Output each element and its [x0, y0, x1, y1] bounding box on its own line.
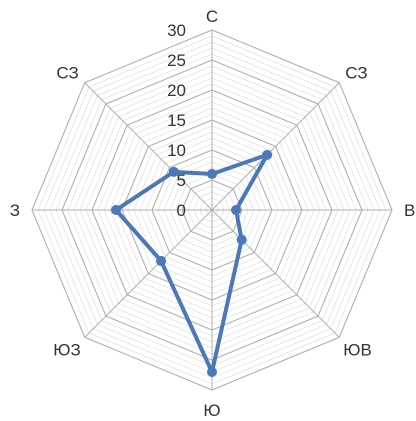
direction-label: З	[10, 201, 20, 220]
label-layer: 0 5 10 15 20 25 30 С СЗ В ЮВ Ю ЮЗ З СЗ	[10, 7, 416, 420]
direction-label: С	[206, 7, 218, 26]
radial-tick-label: 20	[167, 81, 186, 100]
data-point	[168, 166, 179, 177]
data-point	[111, 205, 121, 215]
data-point	[207, 367, 217, 377]
radial-tick-label: 15	[167, 111, 186, 130]
data-point	[231, 205, 241, 215]
axis-spoke	[211, 209, 340, 338]
axis-spoke	[84, 82, 213, 211]
axis-spoke	[84, 209, 213, 338]
data-point	[156, 255, 167, 266]
radial-tick-label: 30	[167, 21, 186, 40]
direction-label: СЗ	[56, 64, 78, 83]
series-layer	[111, 149, 273, 377]
radial-tick-label: 25	[167, 51, 186, 70]
radial-tick-label: 0	[177, 201, 186, 220]
data-point	[207, 169, 217, 179]
direction-label: В	[404, 201, 415, 220]
data-point	[236, 234, 247, 245]
radial-tick-label: 10	[167, 141, 186, 160]
data-point	[262, 149, 273, 160]
direction-label: ЮЗ	[53, 340, 80, 359]
direction-label: Ю	[203, 401, 220, 420]
axis-spoke	[211, 82, 340, 211]
direction-label: СЗ	[345, 64, 367, 83]
direction-label: ЮВ	[343, 340, 372, 359]
radar-grid	[31, 29, 393, 391]
radial-tick-label: 5	[177, 171, 186, 190]
